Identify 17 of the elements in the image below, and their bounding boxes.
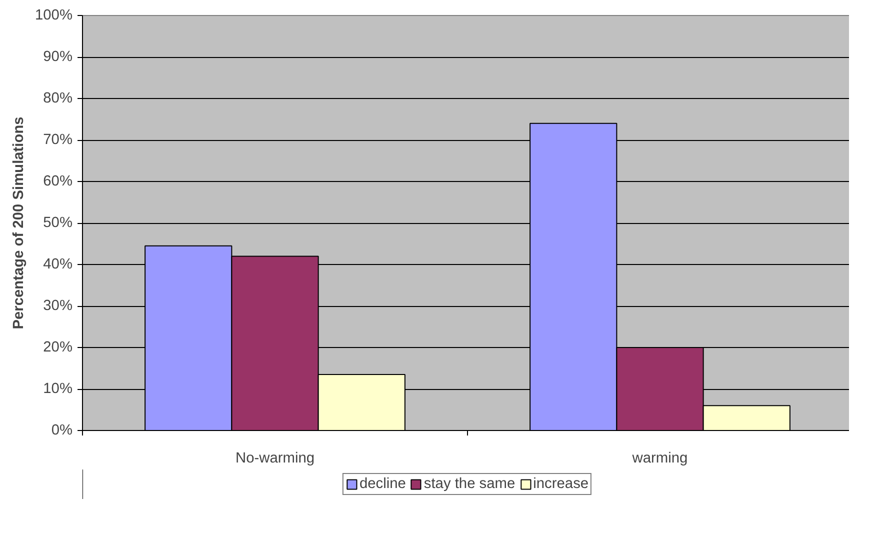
legend-label: increase <box>533 476 589 492</box>
y-tick-label: 70% <box>43 132 73 148</box>
x-tick-label: warming <box>631 450 688 466</box>
y-tick-label: 20% <box>43 340 73 356</box>
y-tick-label: 100% <box>35 8 73 24</box>
x-tick-label: No-warming <box>236 450 314 466</box>
legend-label: stay the same <box>424 476 516 492</box>
legend-label: decline <box>359 476 406 492</box>
y-tick-label: 30% <box>43 298 73 314</box>
y-tick-label: 40% <box>43 256 73 272</box>
y-tick-label: 0% <box>51 422 73 438</box>
y-axis-title: Percentage of 200 Simulations <box>11 116 28 330</box>
y-tick-label: 60% <box>43 174 73 190</box>
y-tick-label: 80% <box>43 90 73 106</box>
y-tick-label: 90% <box>43 49 73 65</box>
y-tick-label: 10% <box>43 381 73 397</box>
y-tick-label: 50% <box>43 215 73 231</box>
